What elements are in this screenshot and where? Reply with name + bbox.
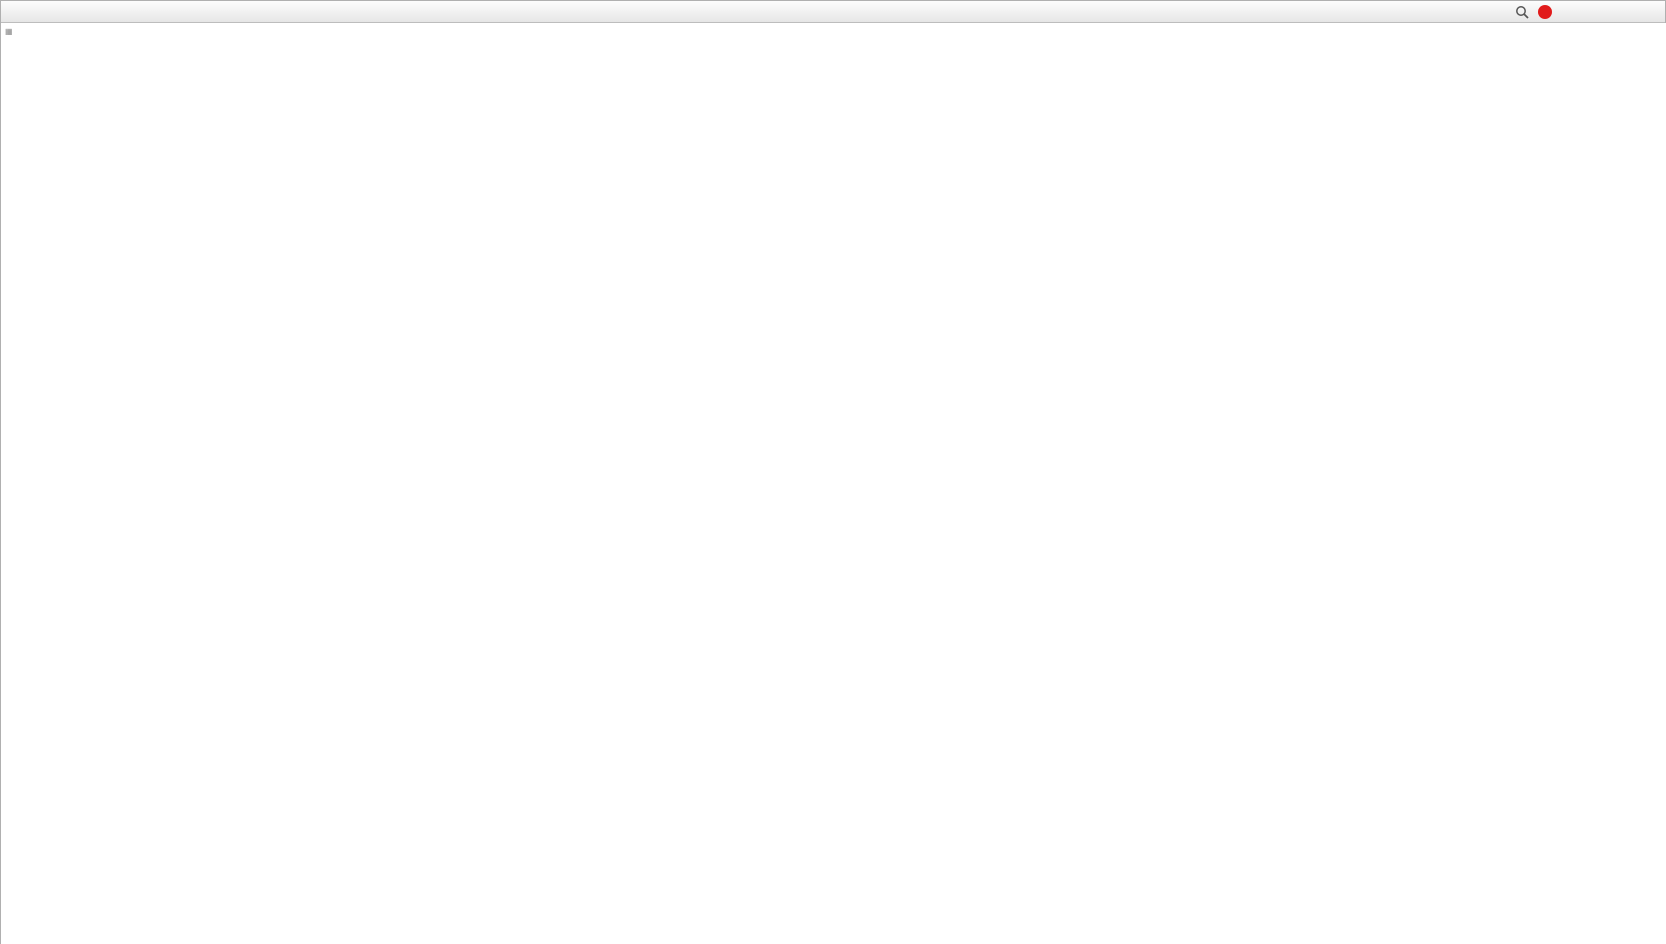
main-toolbar xyxy=(1,1,1665,23)
search-icon xyxy=(1516,6,1529,19)
search-button[interactable] xyxy=(1511,3,1533,21)
toolbar-button-group xyxy=(1,1,1665,22)
price-chart-canvas[interactable] xyxy=(1,23,1666,944)
notification-badge[interactable] xyxy=(1538,5,1552,19)
chart-window: ▦ xyxy=(1,23,1666,944)
toolbar-right-group xyxy=(1511,1,1552,23)
